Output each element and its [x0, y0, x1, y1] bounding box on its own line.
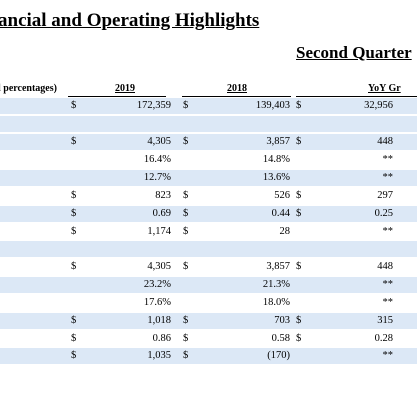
table-row-spacer	[0, 241, 417, 257]
currency-sign: $	[296, 100, 302, 111]
value-yoy: **	[382, 279, 394, 290]
currency-sign: $	[296, 190, 302, 201]
value-2018: 3,857	[266, 261, 290, 272]
header-rule-2018	[182, 96, 291, 97]
table-row: $ 823 $ 526 $ 297	[0, 188, 417, 204]
value-2019: 16.4%	[143, 154, 171, 165]
currency-sign: $	[296, 208, 302, 219]
currency-sign: $	[183, 100, 189, 111]
value-yoy: 448	[377, 261, 393, 272]
value-2018: 18.0%	[262, 297, 290, 308]
value-2019: 0.86	[152, 333, 171, 344]
value-yoy: 315	[377, 315, 393, 326]
value-yoy: 448	[377, 136, 393, 147]
header-rule-2019	[68, 96, 166, 97]
value-2018: 14.8%	[262, 154, 290, 165]
year-2019-column-header: 2019	[115, 83, 135, 94]
value-2019: 0.69	[152, 208, 171, 219]
value-2019: 172,359	[136, 100, 171, 111]
currency-sign: $	[183, 261, 189, 272]
value-2018: 13.6%	[262, 172, 290, 183]
label-column-header: l percentages)	[0, 83, 57, 94]
table-row: $ 1,035 $ (170) **	[0, 348, 417, 364]
currency-sign: $	[71, 226, 77, 237]
yoy-growth-column-header: YoY Gr	[368, 83, 401, 94]
table-row: 17.6% 18.0% **	[0, 295, 417, 311]
currency-sign: $	[71, 350, 77, 361]
currency-sign: $	[71, 190, 77, 201]
value-2019: 17.6%	[143, 297, 171, 308]
currency-sign: $	[183, 208, 189, 219]
value-yoy: **	[382, 350, 394, 361]
table-row: 23.2% 21.3% **	[0, 277, 417, 293]
value-yoy: **	[382, 226, 394, 237]
currency-sign: $	[296, 333, 302, 344]
currency-sign: $	[183, 226, 189, 237]
table-row: $ 1,174 $ 28 **	[0, 224, 417, 240]
value-2019: 823	[155, 190, 171, 201]
currency-sign: $	[71, 100, 77, 111]
table-row: 12.7% 13.6% **	[0, 170, 417, 186]
currency-sign: $	[183, 315, 189, 326]
value-2019: 4,305	[147, 261, 171, 272]
table-row: $ 1,018 $ 703 $ 315	[0, 313, 417, 329]
currency-sign: $	[296, 136, 302, 147]
currency-sign: $	[71, 333, 77, 344]
value-yoy: 32,956	[364, 100, 393, 111]
value-yoy: **	[382, 297, 394, 308]
table-row: $ 172,359 $ 139,403 $ 32,956	[0, 98, 417, 114]
period-heading: Second Quarter	[296, 43, 412, 62]
currency-sign: $	[71, 261, 77, 272]
value-yoy: **	[382, 172, 394, 183]
currency-sign: $	[296, 261, 302, 272]
year-2018-column-header: 2018	[227, 83, 247, 94]
table-row-spacer	[0, 116, 417, 132]
value-yoy: 297	[377, 190, 393, 201]
value-2018: (170)	[267, 350, 290, 361]
header-rule-yoy	[296, 96, 417, 97]
value-2018: 28	[279, 226, 291, 237]
value-2019: 1,018	[147, 315, 171, 326]
currency-sign: $	[183, 333, 189, 344]
value-yoy: 0.28	[374, 333, 393, 344]
value-2018: 139,403	[255, 100, 290, 111]
currency-sign: $	[183, 136, 189, 147]
value-2019: 1,174	[147, 226, 171, 237]
value-2018: 3,857	[266, 136, 290, 147]
value-2018: 526	[274, 190, 290, 201]
value-2019: 1,035	[147, 350, 171, 361]
value-2018: 703	[274, 315, 290, 326]
table-row: 16.4% 14.8% **	[0, 152, 417, 168]
currency-sign: $	[71, 315, 77, 326]
table-row: $ 4,305 $ 3,857 $ 448	[0, 134, 417, 150]
value-2018: 21.3%	[262, 279, 290, 290]
table-row: $ 0.86 $ 0.58 $ 0.28	[0, 331, 417, 347]
value-2019: 23.2%	[143, 279, 171, 290]
currency-sign: $	[296, 315, 302, 326]
value-yoy: **	[382, 154, 394, 165]
currency-sign: $	[71, 208, 77, 219]
currency-sign: $	[183, 190, 189, 201]
table-row: $ 4,305 $ 3,857 $ 448	[0, 259, 417, 275]
value-yoy: 0.25	[374, 208, 393, 219]
currency-sign: $	[183, 350, 189, 361]
value-2018: 0.58	[271, 333, 290, 344]
value-2019: 12.7%	[143, 172, 171, 183]
value-2018: 0.44	[271, 208, 290, 219]
currency-sign: $	[71, 136, 77, 147]
table-row: $ 0.69 $ 0.44 $ 0.25	[0, 206, 417, 222]
value-2019: 4,305	[147, 136, 171, 147]
report-title: ancial and Operating Highlights	[0, 10, 260, 31]
